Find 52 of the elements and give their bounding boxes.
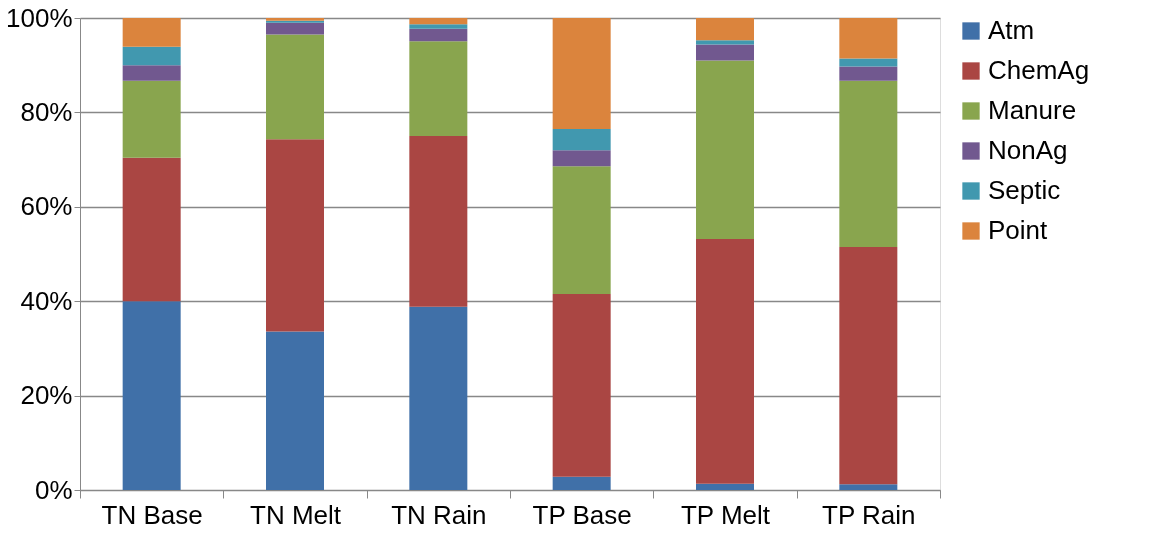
bar xyxy=(552,18,611,129)
bar xyxy=(696,44,754,61)
bar xyxy=(122,80,181,158)
y-tick-label: 60% xyxy=(20,191,73,222)
bar xyxy=(266,331,324,490)
y-tick-label: 40% xyxy=(20,285,73,316)
bar xyxy=(552,476,611,490)
bar xyxy=(122,46,181,66)
bar xyxy=(409,41,468,136)
bar xyxy=(839,484,898,490)
x-tick-label: TP Base xyxy=(532,499,632,530)
bar xyxy=(266,34,324,140)
bar xyxy=(122,157,181,302)
bar xyxy=(696,60,754,239)
bar xyxy=(696,40,754,45)
legend-label: Point xyxy=(988,215,1049,245)
bar xyxy=(552,150,611,167)
x-tick-label: TP Melt xyxy=(680,499,771,530)
x-tick-label: TN Base xyxy=(101,499,203,530)
bar xyxy=(839,58,898,67)
y-tick-label: 80% xyxy=(20,96,73,127)
bar xyxy=(839,246,898,485)
legend-label: NonAg xyxy=(988,135,1068,165)
x-tick-label: TP Rain xyxy=(822,499,916,530)
x-tick-label: TN Melt xyxy=(250,499,342,530)
legend-label: Septic xyxy=(988,175,1061,205)
legend-label: ChemAg xyxy=(988,55,1090,85)
bar xyxy=(122,65,181,81)
bar xyxy=(839,66,898,81)
bar xyxy=(839,80,898,247)
bar xyxy=(409,18,468,25)
y-tick-label: 100% xyxy=(6,2,73,33)
bar xyxy=(839,18,898,59)
bar xyxy=(552,166,611,295)
bar xyxy=(409,28,468,42)
bar xyxy=(552,294,611,477)
bar xyxy=(266,22,324,35)
x-tick-label: TN Rain xyxy=(391,499,487,530)
bar xyxy=(122,301,181,490)
bar xyxy=(122,18,181,47)
bar xyxy=(266,139,324,332)
legend-label: Atm xyxy=(988,15,1035,45)
y-tick-label: 0% xyxy=(34,474,73,505)
bar xyxy=(696,238,754,484)
bar xyxy=(696,483,754,490)
bar xyxy=(409,24,468,29)
bar xyxy=(409,136,468,307)
bar xyxy=(696,18,754,41)
y-tick-label: 20% xyxy=(20,380,73,411)
bar xyxy=(552,128,611,151)
legend-label: Manure xyxy=(988,95,1077,125)
bar xyxy=(409,306,468,490)
